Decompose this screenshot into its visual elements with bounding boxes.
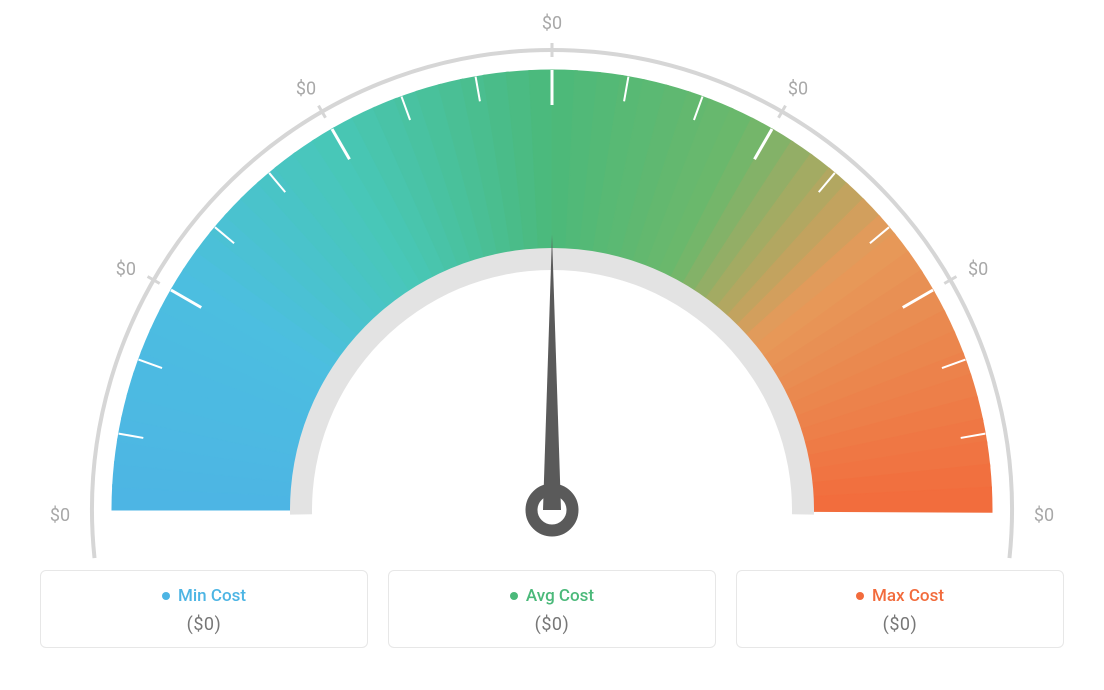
scale-label: $0	[116, 259, 136, 280]
legend-label-text: Avg Cost	[526, 586, 594, 606]
legend-dot-icon	[856, 592, 864, 600]
legend-card-min: Min Cost ($0)	[40, 570, 368, 648]
legend-card-avg: Avg Cost ($0)	[388, 570, 716, 648]
legend-value: ($0)	[737, 614, 1063, 635]
scale-label: $0	[968, 259, 988, 280]
scale-label: $0	[50, 505, 70, 526]
needle	[532, 235, 573, 531]
legend-label: Min Cost	[162, 586, 246, 606]
gauge-chart: $0 $0 $0 $0 $0 $0 $0	[0, 0, 1104, 560]
legend-dot-icon	[510, 592, 518, 600]
legend-dot-icon	[162, 592, 170, 600]
scale-label: $0	[1034, 505, 1054, 526]
legend-label-text: Min Cost	[178, 586, 246, 606]
legend-label-text: Max Cost	[872, 586, 944, 606]
scale-label: $0	[296, 79, 316, 100]
gauge-svg: $0 $0 $0 $0 $0 $0 $0	[0, 0, 1104, 560]
legend-label: Avg Cost	[510, 586, 594, 606]
legend-card-max: Max Cost ($0)	[736, 570, 1064, 648]
legend-label: Max Cost	[856, 586, 944, 606]
legend-value: ($0)	[389, 614, 715, 635]
scale-label: $0	[788, 79, 808, 100]
legend-row: Min Cost ($0) Avg Cost ($0) Max Cost ($0)	[0, 570, 1104, 648]
scale-label: $0	[542, 13, 562, 34]
legend-value: ($0)	[41, 614, 367, 635]
